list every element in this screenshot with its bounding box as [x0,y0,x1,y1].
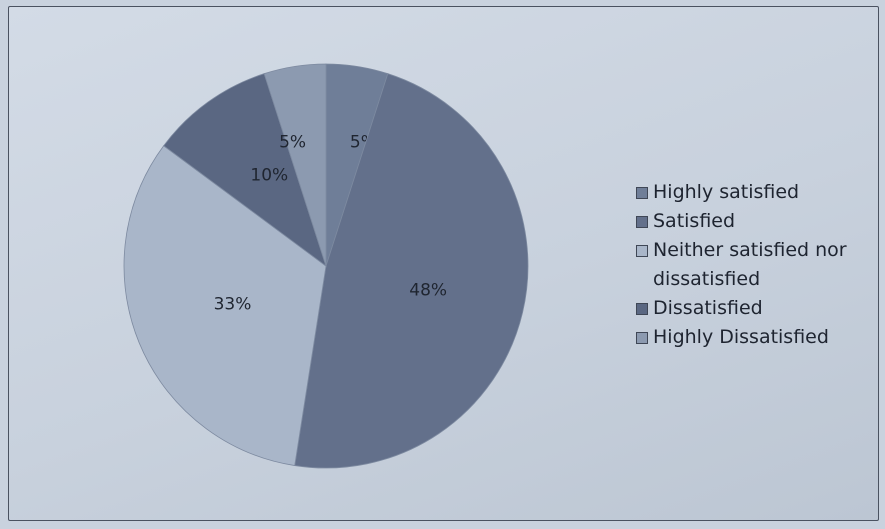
legend-item-satisfied: Satisfied [636,207,872,236]
pie-slice-highly-dissatisfied [263,63,327,267]
legend-label-highly-dissatisfied: Highly Dissatisfied [653,326,829,348]
legend: Highly satisfied Satisfied Neither satis… [636,178,872,352]
pie-slice-dissatisfied [163,73,327,268]
pie-slice-satisfied [294,73,529,469]
legend-item-highly-satisfied: Highly satisfied [636,178,872,207]
legend-label-neither: Neither satisfied nor dissatisfied [653,239,847,290]
legend-label-highly-satisfied: Highly satisfied [653,181,800,203]
pie-label-satisfied: 48% [409,280,447,300]
legend-label-dissatisfied: Dissatisfied [653,297,763,319]
legend-swatch-dissatisfied [636,303,648,315]
legend-swatch-satisfied [636,216,648,228]
pie-label-dissatisfied: 10% [250,166,288,186]
legend-item-highly-dissatisfied: Highly Dissatisfied [636,323,872,352]
legend-item-neither: Neither satisfied nor dissatisfied [636,236,872,294]
legend-label-satisfied: Satisfied [653,210,736,232]
pie-label-highly-dissatisfied: 5% [279,132,306,152]
pie-slice-neither [123,145,327,467]
legend-swatch-highly-dissatisfied [636,332,648,344]
legend-swatch-neither [636,245,648,257]
legend-swatch-highly-satisfied [636,187,648,199]
pie-label-neither: 33% [214,294,252,314]
legend-item-dissatisfied: Dissatisfied [636,294,872,323]
